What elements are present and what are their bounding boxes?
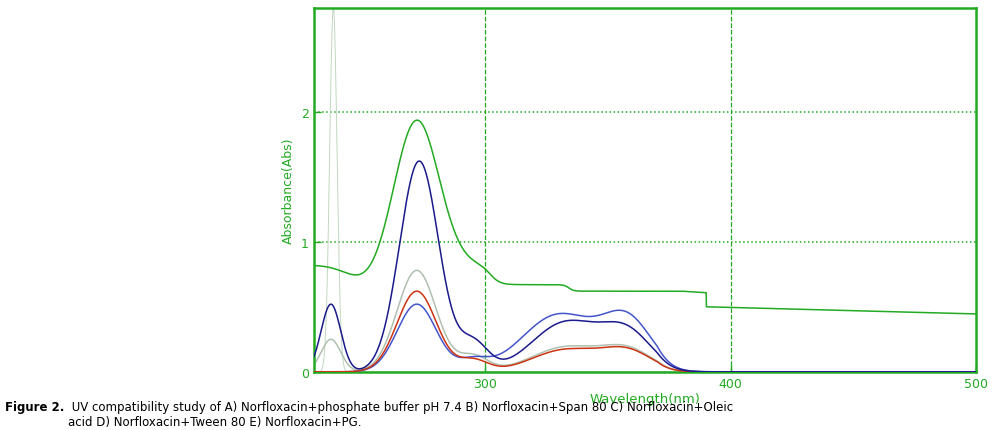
Text: Figure 2.: Figure 2.	[5, 400, 65, 413]
X-axis label: Wavelength(nm): Wavelength(nm)	[590, 393, 700, 405]
Y-axis label: Absorbance(Abs): Absorbance(Abs)	[282, 137, 296, 243]
Text: UV compatibility study of A) Norfloxacin+phosphate buffer pH 7.4 B) Norfloxacin+: UV compatibility study of A) Norfloxacin…	[68, 400, 733, 428]
